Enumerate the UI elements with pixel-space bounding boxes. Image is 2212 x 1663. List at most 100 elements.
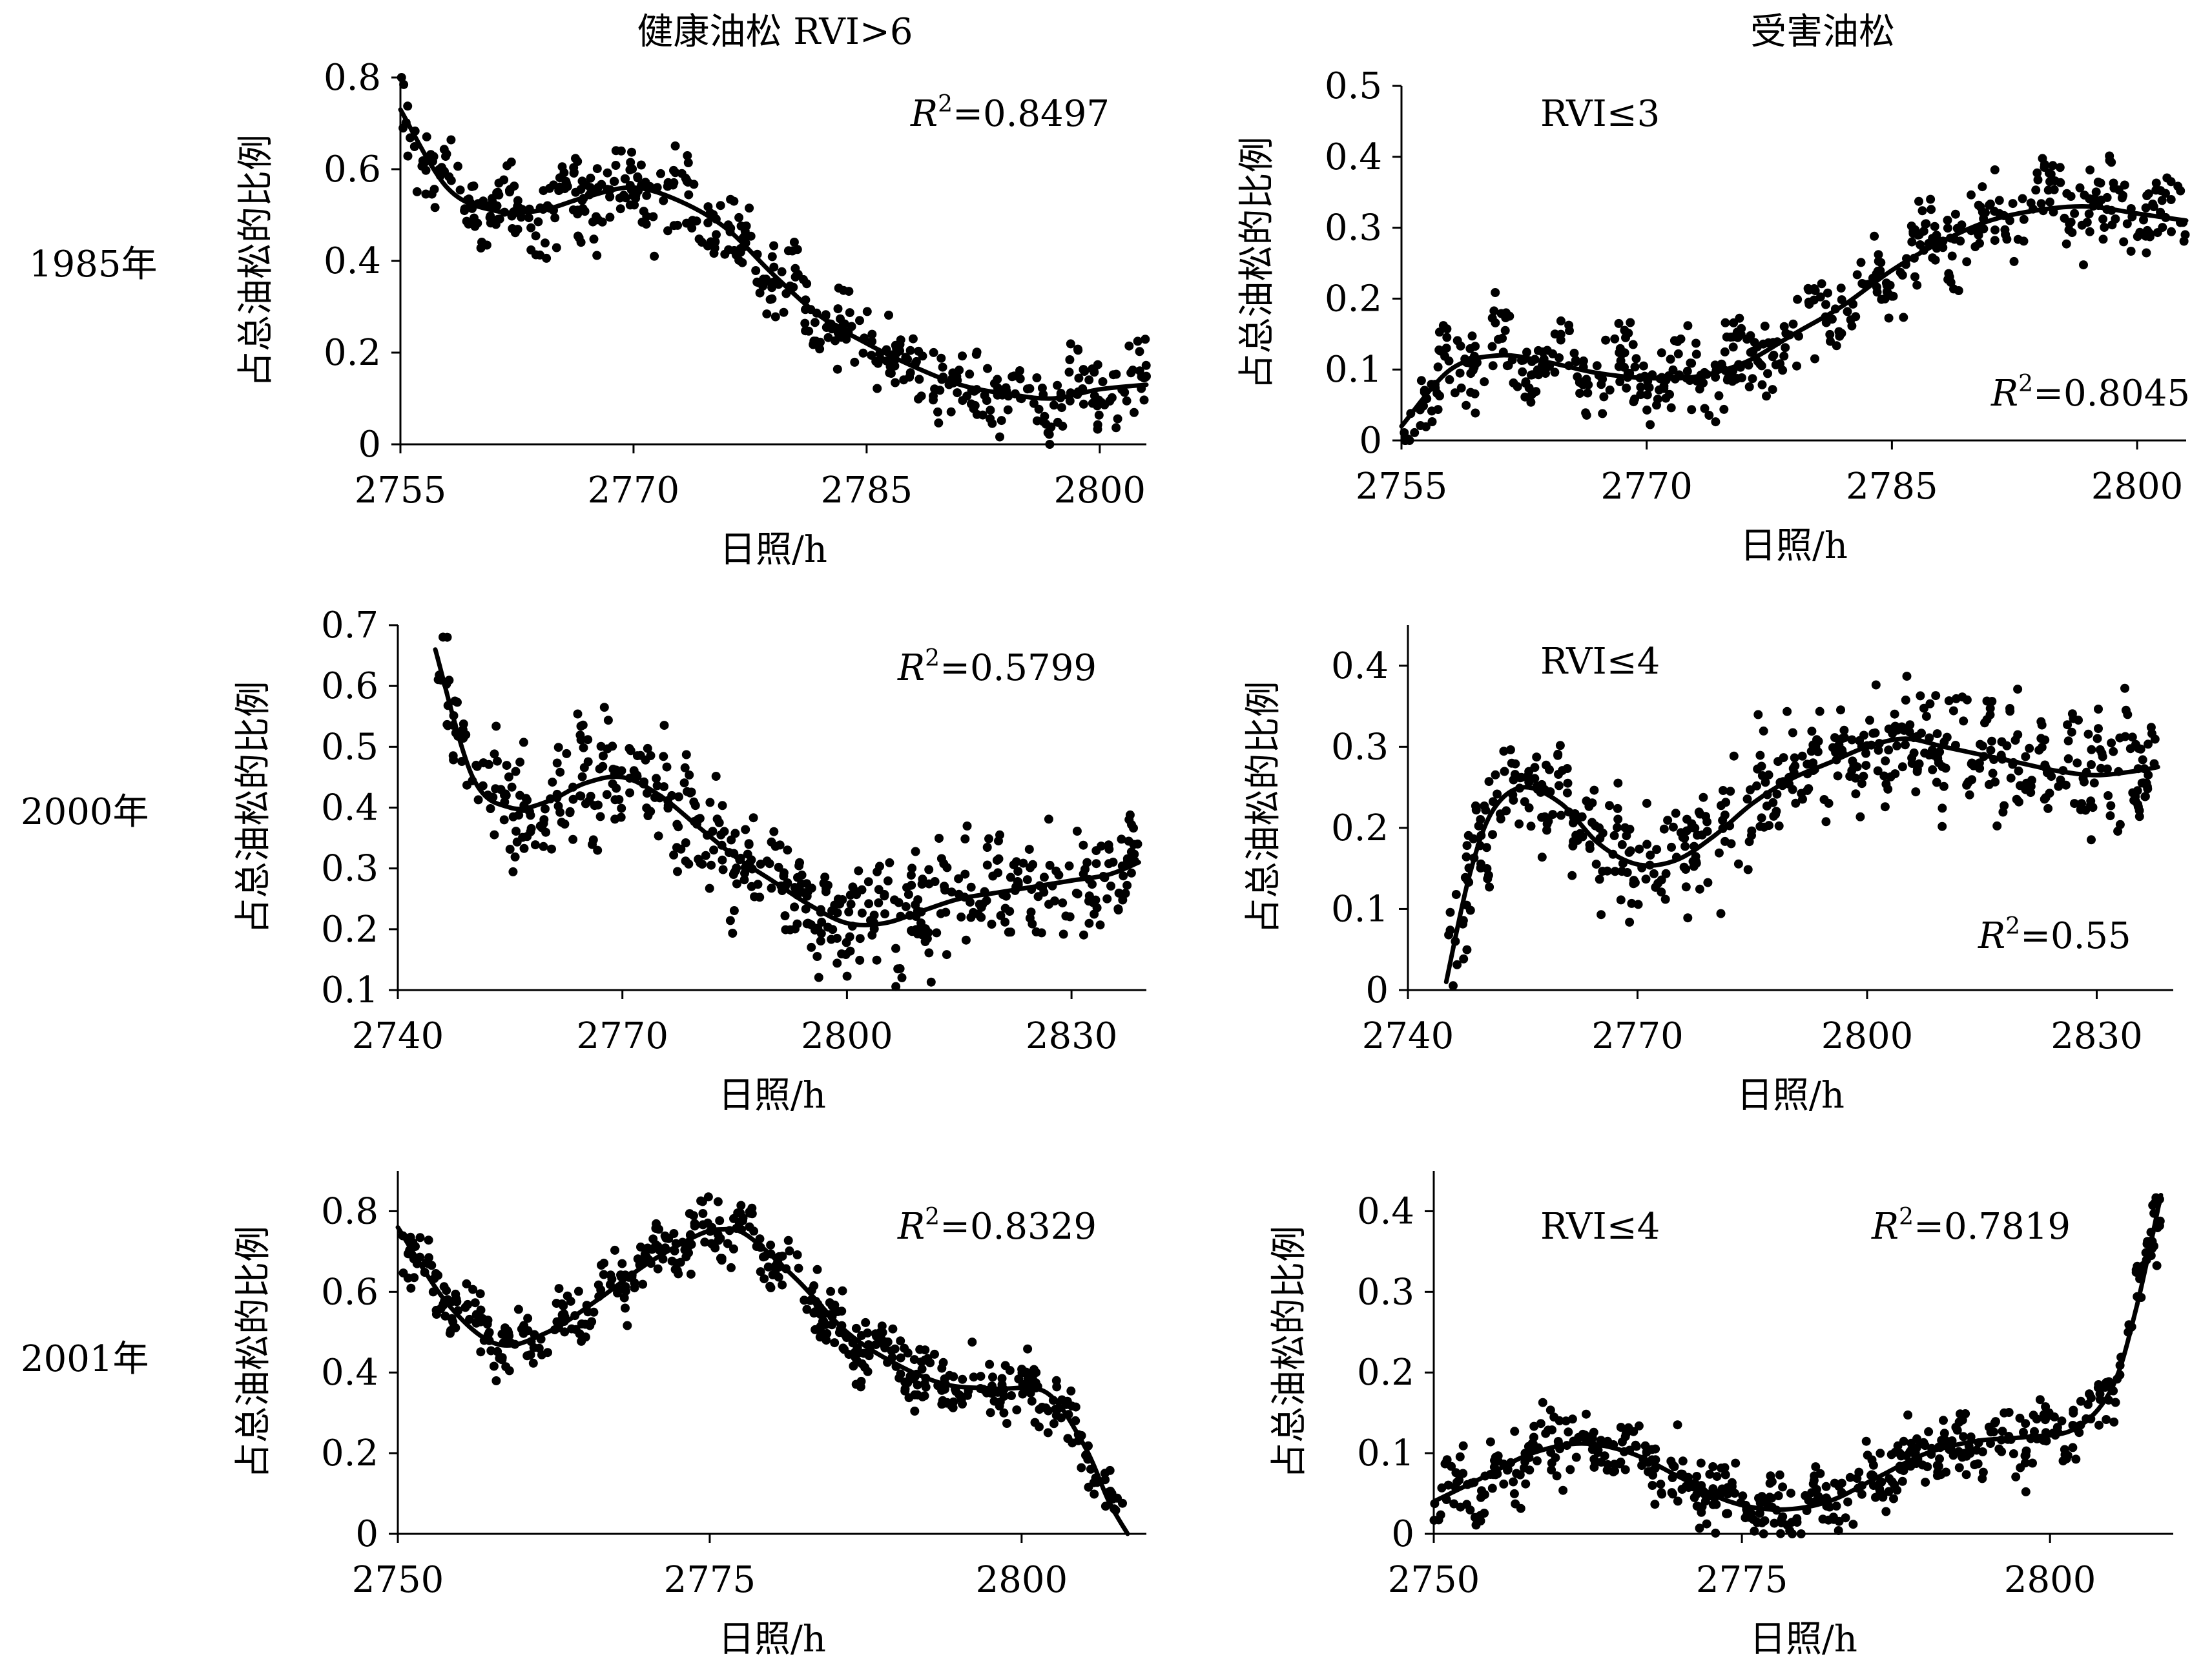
scatter-point — [1089, 1478, 1099, 1487]
scatter-point — [574, 1286, 583, 1296]
scatter-point — [1491, 1452, 1500, 1462]
scatter-point — [2020, 1451, 2030, 1461]
scatter-point — [1553, 750, 1563, 760]
scatter-point — [801, 326, 811, 336]
scatter-point — [519, 1321, 529, 1330]
scatter-point — [2141, 203, 2151, 212]
scatter-point — [619, 1293, 629, 1303]
scatter-point — [2085, 227, 2094, 236]
scatter-point — [648, 1234, 658, 1244]
scatter-point — [2157, 196, 2167, 205]
scatter-point — [896, 1336, 905, 1346]
scatter-point — [642, 191, 652, 200]
scatter-point — [729, 1244, 738, 1254]
scatter-point — [1476, 863, 1485, 873]
scatter-point — [1803, 786, 1812, 795]
scatter-point — [1451, 1468, 1461, 1478]
y-tick-label: 0.1 — [1357, 1432, 1414, 1474]
scatter-point — [1533, 365, 1542, 375]
scatter-point — [1762, 1499, 1772, 1508]
scatter-point — [1997, 737, 2007, 747]
scatter-point — [1759, 339, 1768, 349]
scatter-point — [2005, 707, 2015, 716]
scatter-point — [1779, 322, 1789, 331]
scatter-point — [1039, 873, 1049, 882]
scatter-point — [867, 329, 877, 339]
scatter-point — [2025, 743, 2034, 753]
scatter-point — [592, 251, 602, 260]
scatter-point — [984, 834, 993, 843]
scatter-point — [669, 850, 679, 860]
scatter-point — [2136, 744, 2145, 754]
scatter-point — [750, 892, 760, 902]
scatter-point — [1771, 360, 1781, 369]
scatter-point — [1465, 344, 1475, 353]
y-tick-label: 0.2 — [1331, 807, 1389, 849]
scatter-point — [1494, 335, 1503, 344]
scatter-point — [832, 908, 842, 918]
scatter-point — [1642, 798, 1651, 808]
scatter-point — [692, 216, 701, 226]
scatter-point — [1821, 1482, 1831, 1491]
scatter-point — [2006, 773, 2016, 783]
scatter-point — [1567, 1414, 1577, 1424]
x-tick-label: 2770 — [576, 1015, 668, 1057]
scatter-point — [2152, 1261, 2162, 1270]
y-axis-label: 占总油松的比例 — [235, 134, 277, 387]
scatter-point — [1066, 1386, 1076, 1396]
scatter-point — [2144, 228, 2154, 238]
scatter-point — [1642, 390, 1652, 400]
scatter-point — [1912, 280, 1922, 290]
scatter-point — [453, 697, 462, 707]
scatter-point — [938, 362, 947, 372]
chart-panel-2001-healthy: 0 0.2 0.4 0.6 0.8 2750 2775 2800 日照/h 占总油松的比例 R2=0… — [233, 1171, 1146, 1660]
scatter-point — [1603, 1436, 1613, 1446]
scatter-point — [510, 852, 520, 862]
scatter-point — [2097, 749, 2107, 758]
trend-line — [1431, 1193, 2164, 1513]
scatter-point — [594, 183, 603, 192]
scatter-point — [1994, 196, 2004, 205]
scatter-point — [2094, 1420, 2103, 1430]
scatter-point — [398, 1268, 408, 1278]
scatter-point — [966, 897, 975, 907]
scatter-point — [1113, 904, 1123, 914]
scatter-point — [567, 1324, 576, 1334]
scatter-point — [553, 743, 563, 752]
scatter-point — [1556, 811, 1566, 820]
scatter-point — [1471, 1520, 1481, 1530]
scatter-point — [1088, 880, 1097, 889]
scatter-point — [897, 973, 907, 982]
scatter-point — [727, 835, 736, 845]
scatter-point — [605, 192, 615, 201]
scatter-point — [460, 206, 470, 216]
scatter-point — [900, 1343, 909, 1353]
scatter-point — [1681, 882, 1691, 892]
scatter-point — [779, 307, 789, 317]
scatter-point — [421, 165, 431, 175]
scatter-point — [2033, 175, 2043, 185]
scatter-point — [795, 858, 804, 867]
scatter-point — [1921, 219, 1931, 229]
scatter-point — [1104, 859, 1113, 869]
scatter-point — [439, 145, 449, 154]
scatter-point — [1933, 750, 1943, 759]
scatter-point — [493, 756, 502, 766]
scatter-point — [1649, 869, 1659, 878]
scatter-point — [1757, 1518, 1767, 1527]
scatter-point — [1524, 383, 1534, 393]
scatter-point — [1884, 1487, 1894, 1496]
r-squared-label: R2=0.8045 — [1990, 371, 2190, 415]
scatter-point — [734, 255, 744, 265]
scatter-point — [1954, 1447, 1963, 1456]
scatter-point — [2085, 165, 2095, 175]
scatter-point — [838, 1286, 847, 1296]
scatter-point — [924, 865, 934, 874]
scatter-point — [917, 880, 927, 889]
scatter-point — [1652, 845, 1662, 854]
row-label-2001: 2001年 — [21, 1338, 149, 1380]
scatter-point — [1772, 807, 1781, 816]
scatter-point — [1403, 434, 1413, 444]
scatter-point — [588, 835, 598, 845]
scatter-point — [986, 406, 995, 415]
